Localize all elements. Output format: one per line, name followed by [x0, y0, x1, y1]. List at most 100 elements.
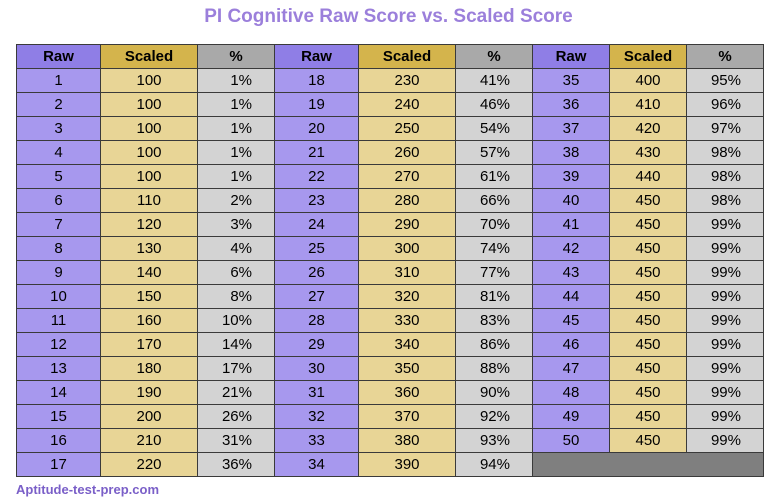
cell-raw: 12 — [16, 332, 101, 357]
cell-raw: 15 — [16, 404, 101, 429]
cell-percent: 99% — [686, 356, 764, 381]
cell-raw: 8 — [16, 236, 101, 261]
cell-percent: 36% — [197, 452, 275, 477]
cell-raw: 18 — [274, 68, 359, 93]
cell-scaled: 450 — [609, 380, 687, 405]
cell-percent: 3% — [197, 212, 275, 237]
cell-percent: 2% — [197, 188, 275, 213]
cell-raw: 27 — [274, 284, 359, 309]
cell-raw: 46 — [532, 332, 610, 357]
cell-scaled: 180 — [100, 356, 198, 381]
cell-scaled: 270 — [358, 164, 456, 189]
cell-scaled: 170 — [100, 332, 198, 357]
cell-scaled: 250 — [358, 116, 456, 141]
cell-percent: 61% — [455, 164, 533, 189]
cell-percent: 1% — [197, 164, 275, 189]
cell-raw: 41 — [532, 212, 610, 237]
header-raw: Raw — [16, 44, 101, 69]
cell-scaled: 410 — [609, 92, 687, 117]
cell-percent: 99% — [686, 308, 764, 333]
cell-percent: 99% — [686, 404, 764, 429]
header-percent: % — [455, 44, 533, 69]
cell-raw: 10 — [16, 284, 101, 309]
header-percent: % — [686, 44, 764, 69]
cell-percent: 83% — [455, 308, 533, 333]
cell-percent: 77% — [455, 260, 533, 285]
cell-scaled: 450 — [609, 308, 687, 333]
cell-raw: 49 — [532, 404, 610, 429]
cell-percent: 98% — [686, 164, 764, 189]
cell-raw: 38 — [532, 140, 610, 165]
cell-raw: 21 — [274, 140, 359, 165]
header-row: Raw Scaled % Raw Scaled % Raw Scaled % — [16, 44, 764, 69]
table-row: 3 100 1% 20 250 54% 37 420 97% — [16, 116, 764, 141]
table-row: 17 220 36% 34 390 94% — [16, 452, 764, 477]
cell-scaled: 450 — [609, 284, 687, 309]
cell-percent: 96% — [686, 92, 764, 117]
cell-percent: 1% — [197, 116, 275, 141]
cell-scaled: 160 — [100, 308, 198, 333]
cell-raw: 14 — [16, 380, 101, 405]
cell-raw: 43 — [532, 260, 610, 285]
cell-raw: 9 — [16, 260, 101, 285]
cell-raw: 24 — [274, 212, 359, 237]
cell-scaled: 100 — [100, 68, 198, 93]
cell-raw: 35 — [532, 68, 610, 93]
cell-scaled: 260 — [358, 140, 456, 165]
cell-scaled: 230 — [358, 68, 456, 93]
cell-scaled: 450 — [609, 236, 687, 261]
cell-percent: 92% — [455, 404, 533, 429]
cell-scaled: 330 — [358, 308, 456, 333]
cell-percent: 10% — [197, 308, 275, 333]
cell-raw: 45 — [532, 308, 610, 333]
cell-raw: 13 — [16, 356, 101, 381]
cell-raw: 23 — [274, 188, 359, 213]
cell-raw: 30 — [274, 356, 359, 381]
cell-scaled: 100 — [100, 116, 198, 141]
cell-percent: 1% — [197, 68, 275, 93]
cell-raw: 34 — [274, 452, 359, 477]
cell-percent: 99% — [686, 284, 764, 309]
header-scaled: Scaled — [100, 44, 198, 69]
cell-raw: 36 — [532, 92, 610, 117]
cell-percent: 4% — [197, 236, 275, 261]
cell-scaled: 450 — [609, 332, 687, 357]
cell-percent: 17% — [197, 356, 275, 381]
cell-scaled: 280 — [358, 188, 456, 213]
cell-percent: 21% — [197, 380, 275, 405]
cell-percent: 54% — [455, 116, 533, 141]
cell-percent: 81% — [455, 284, 533, 309]
cell-percent: 99% — [686, 236, 764, 261]
cell-raw: 33 — [274, 428, 359, 453]
table-row: 16 210 31% 33 380 93% 50 450 99% — [16, 428, 764, 453]
cell-percent: 8% — [197, 284, 275, 309]
table-row: 12 170 14% 29 340 86% 46 450 99% — [16, 332, 764, 357]
table-row: 15 200 26% 32 370 92% 49 450 99% — [16, 404, 764, 429]
table-body: 1 100 1% 18 230 41% 35 400 95% 2 100 1% 19 240 46% 36 41… — [16, 68, 764, 477]
cell-raw: 4 — [16, 140, 101, 165]
cell-percent: 14% — [197, 332, 275, 357]
cell-scaled: 370 — [358, 404, 456, 429]
cell-percent: 88% — [455, 356, 533, 381]
cell-scaled: 450 — [609, 404, 687, 429]
cell-raw: 1 — [16, 68, 101, 93]
cell-scaled: 380 — [358, 428, 456, 453]
cell-raw: 6 — [16, 188, 101, 213]
cell-raw: 17 — [16, 452, 101, 477]
cell-percent: 74% — [455, 236, 533, 261]
cell-scaled: 320 — [358, 284, 456, 309]
table-row: 13 180 17% 30 350 88% 47 450 99% — [16, 356, 764, 381]
cell-scaled: 100 — [100, 164, 198, 189]
cell-scaled: 240 — [358, 92, 456, 117]
cell-scaled: 300 — [358, 236, 456, 261]
cell-scaled: 440 — [609, 164, 687, 189]
cell-raw: 22 — [274, 164, 359, 189]
table-row: 2 100 1% 19 240 46% 36 410 96% — [16, 92, 764, 117]
cell-raw: 25 — [274, 236, 359, 261]
cell-scaled: 110 — [100, 188, 198, 213]
chart-title: PI Cognitive Raw Score vs. Scaled Score — [204, 6, 573, 27]
cell-scaled: 100 — [100, 92, 198, 117]
cell-scaled: 310 — [358, 260, 456, 285]
cell-percent: 57% — [455, 140, 533, 165]
cell-raw: 5 — [16, 164, 101, 189]
